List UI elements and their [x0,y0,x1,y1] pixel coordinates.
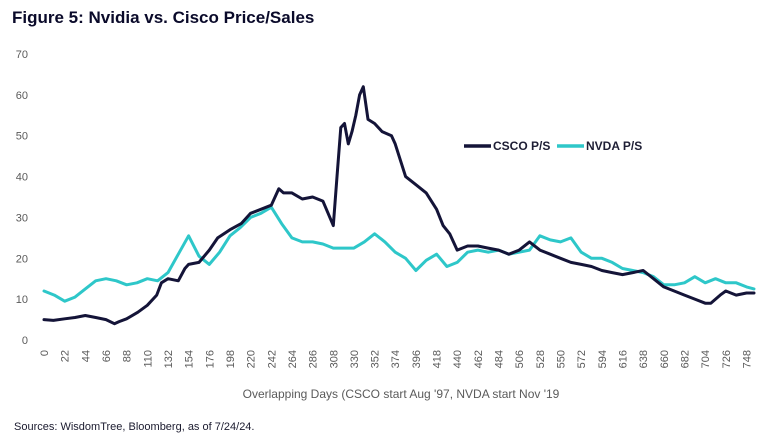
x-tick-label: 154 [184,350,196,368]
x-tick-label: 484 [494,350,506,368]
x-tick-label: 66 [101,350,113,362]
x-tick-label: 176 [204,350,216,368]
y-axis-ticks: 0 10 20 30 40 50 60 70 [16,49,28,347]
x-tick-label: 330 [349,350,361,368]
x-tick-label: 528 [535,350,547,368]
x-tick-label: 0 [39,350,51,356]
x-tick-label: 594 [597,350,609,368]
y-tick-label: 70 [16,49,28,61]
legend-label-csco: CSCO P/S [493,139,550,153]
y-tick-label: 0 [22,335,28,347]
x-tick-label: 550 [556,350,568,368]
legend: CSCO P/S NVDA P/S [464,139,642,153]
x-tick-label: 242 [266,350,278,368]
x-tick-label: 616 [618,350,630,368]
x-tick-label: 22 [60,350,72,362]
x-tick-label: 726 [721,350,733,368]
series-line-nvda [42,205,756,303]
x-tick-label: 308 [328,350,340,368]
x-tick-label: 44 [80,350,92,362]
x-tick-label: 198 [225,350,237,368]
x-tick-label: 682 [680,350,692,368]
x-tick-label: 88 [122,350,134,362]
x-tick-label: 132 [163,350,175,368]
x-axis-label: Overlapping Days (CSCO start Aug '97, NV… [243,387,560,401]
x-tick-label: 374 [390,350,402,368]
source-note: Sources: WisdomTree, Bloomberg, as of 7/… [14,421,255,433]
y-tick-label: 60 [16,90,28,102]
x-tick-label: 572 [576,350,588,368]
y-tick-label: 40 [16,172,28,184]
x-tick-label: 506 [514,350,526,368]
x-tick-label: 286 [308,350,320,368]
x-tick-label: 660 [659,350,671,368]
page-title: Figure 5: Nvidia vs. Cisco Price/Sales [12,8,315,27]
x-tick-label: 418 [432,350,444,368]
x-tick-label: 352 [370,350,382,368]
x-tick-label: 264 [287,350,299,368]
series-line-csco [42,85,756,326]
x-axis-ticks: 0 22 44 66 88 110 132 154 176 198 220 242 264 286 308 3… [39,350,753,368]
x-tick-label: 110 [142,350,154,368]
y-tick-label: 30 [16,212,28,224]
x-tick-label: 396 [411,350,423,368]
x-tick-label: 748 [741,350,753,368]
series-lines [42,85,756,326]
y-tick-label: 50 [16,131,28,143]
y-tick-label: 10 [16,294,28,306]
x-tick-label: 638 [638,350,650,368]
x-tick-label: 440 [452,350,464,368]
x-tick-label: 462 [473,350,485,368]
legend-label-nvda: NVDA P/S [586,139,642,153]
y-tick-label: 20 [16,253,28,265]
x-tick-label: 704 [700,350,712,368]
x-tick-label: 220 [246,350,258,368]
